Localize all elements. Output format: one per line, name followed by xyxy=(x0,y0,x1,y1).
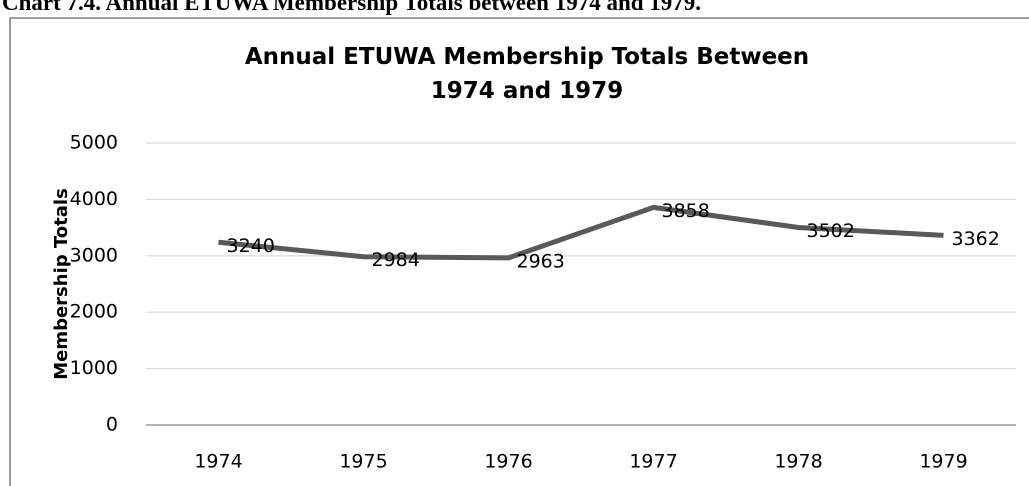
x-tick-label: 1975 xyxy=(339,451,387,473)
y-tick-label: 5000 xyxy=(70,132,118,154)
y-tick-label: 3000 xyxy=(70,244,118,266)
chart-border xyxy=(9,17,1029,486)
x-tick-label: 1976 xyxy=(484,451,532,473)
x-tick-label: 1979 xyxy=(919,451,967,473)
data-label: 3362 xyxy=(952,228,1000,250)
data-label: 2963 xyxy=(517,250,565,272)
x-tick-label: 1974 xyxy=(194,451,242,473)
y-tick-label: 1000 xyxy=(70,357,118,379)
x-tick-label: 1978 xyxy=(774,451,822,473)
data-label: 2984 xyxy=(372,249,420,271)
line xyxy=(218,204,944,261)
y-tick-label: 0 xyxy=(106,414,118,436)
data-label: 3502 xyxy=(807,220,855,242)
data-label: 3240 xyxy=(227,235,275,257)
data-label: 3858 xyxy=(662,200,710,222)
chart-title: Annual ETUWA Membership Totals Between 1… xyxy=(244,44,810,104)
y-axis-label: Membership Totals xyxy=(51,188,72,380)
x-tick-label: 1977 xyxy=(629,451,677,473)
y-tick-label: 4000 xyxy=(70,188,118,210)
caption: Chart 7.4. Annual ETUWA Membership Total… xyxy=(2,0,701,15)
y-tick-label: 2000 xyxy=(70,301,118,323)
